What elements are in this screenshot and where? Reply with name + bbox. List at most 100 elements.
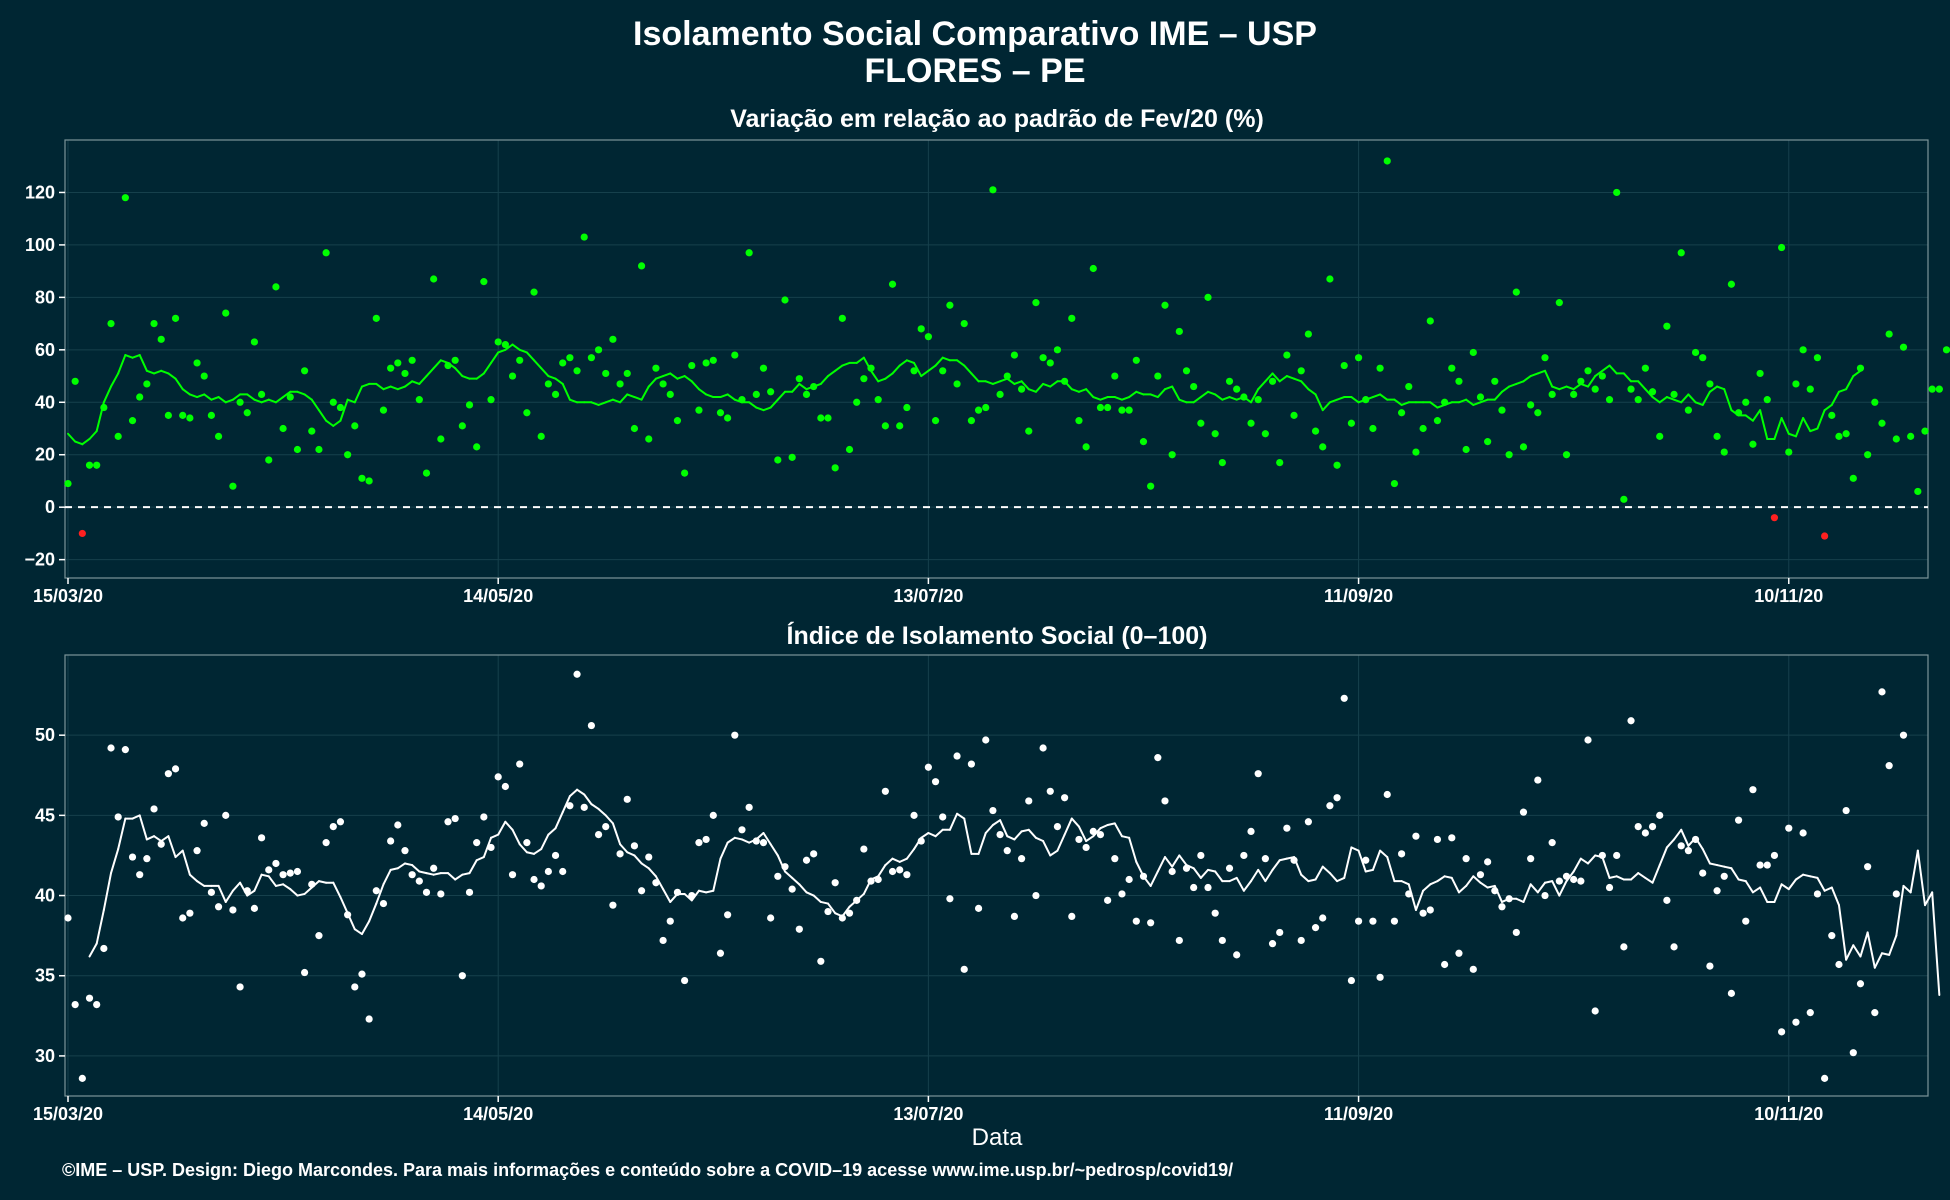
data-point (731, 351, 739, 359)
moving-average-segment (1006, 377, 1016, 385)
moving-average-segment (332, 881, 342, 899)
data-point (394, 359, 402, 367)
moving-average-segment (1163, 856, 1174, 868)
moving-average-segment (117, 817, 127, 851)
data-point (1419, 909, 1427, 917)
moving-average-segment (1852, 369, 1862, 378)
data-point (1297, 936, 1305, 945)
moving-average-segment (798, 382, 808, 391)
moving-average-segment (633, 854, 643, 865)
moving-average-segment (432, 359, 442, 370)
data-point (1161, 301, 1169, 309)
data-point (1003, 847, 1011, 855)
moving-average-segment (468, 859, 478, 875)
moving-average-segment (1809, 427, 1819, 433)
y-tick-label: 60 (35, 340, 55, 360)
moving-average-segment (1465, 875, 1475, 887)
data-point (1656, 432, 1664, 440)
data-point (85, 994, 94, 1002)
data-point (1691, 835, 1700, 844)
data-point (1828, 932, 1836, 940)
data-point (1591, 385, 1599, 393)
data-point (702, 835, 710, 844)
data-point (1182, 367, 1191, 375)
data-point (1190, 883, 1198, 892)
data-point (1154, 372, 1162, 380)
data-point (724, 911, 732, 919)
moving-average-segment (547, 375, 557, 380)
moving-average-segment (382, 868, 392, 886)
moving-average-segment (368, 902, 378, 923)
moving-average-segment (1379, 849, 1389, 859)
data-point (1914, 487, 1922, 496)
data-point (1175, 936, 1183, 945)
moving-average-segment (1759, 409, 1769, 440)
moving-average-segment (1465, 398, 1475, 406)
x-tick-label: 10/11/20 (1754, 586, 1823, 606)
moving-average-segment (1751, 409, 1762, 422)
moving-average-segment (927, 832, 937, 838)
data-point (1405, 890, 1413, 898)
data-point (1010, 351, 1019, 359)
moving-average-segment (905, 848, 916, 860)
data-point (652, 879, 660, 887)
data-point (358, 474, 366, 482)
data-point (136, 871, 144, 879)
data-point (695, 839, 703, 847)
moving-average-segment (360, 382, 371, 388)
data-point (1856, 980, 1865, 988)
moving-average-segment (1214, 870, 1224, 883)
data-point (1821, 532, 1829, 540)
data-point (322, 249, 330, 257)
moving-average-segment (210, 396, 220, 401)
data-point (824, 907, 832, 916)
moving-average-segment (1264, 868, 1274, 883)
moving-average-segment (1486, 884, 1496, 889)
moving-average-segment (274, 883, 285, 887)
data-point (415, 877, 423, 885)
x-tick-label: 13/07/20 (893, 586, 963, 606)
data-point (1441, 960, 1449, 969)
data-point (1017, 385, 1026, 393)
data-point (1570, 390, 1578, 399)
moving-average-segment (260, 873, 270, 878)
moving-average-segment (339, 896, 349, 915)
data-point (1785, 448, 1793, 456)
moving-average-segment (597, 401, 607, 406)
moving-average-segment (1630, 872, 1640, 881)
data-point (508, 871, 517, 879)
data-point (652, 364, 660, 372)
data-point (344, 911, 352, 919)
moving-average-segment (1006, 835, 1016, 841)
data-point (143, 855, 151, 863)
data-point (1835, 432, 1843, 440)
moving-average-segment (88, 430, 98, 440)
moving-average-segment (1737, 878, 1747, 883)
moving-average-segment (712, 857, 722, 892)
moving-average-segment (282, 883, 292, 891)
moving-average-segment (1163, 385, 1174, 391)
data-point (1713, 887, 1721, 895)
data-point (257, 834, 266, 842)
data-point (501, 340, 509, 349)
moving-average-segment (1085, 388, 1095, 399)
data-point (1734, 816, 1743, 824)
data-point (293, 445, 302, 454)
data-point (286, 393, 294, 401)
data-point (1541, 891, 1549, 900)
data-point (960, 965, 968, 973)
moving-average-segment (1228, 876, 1238, 883)
data-point (1390, 479, 1399, 488)
data-point (1455, 377, 1463, 385)
data-point (1311, 924, 1320, 932)
data-point (487, 396, 495, 404)
data-point (150, 319, 158, 328)
data-point (910, 367, 918, 375)
moving-average-segment (1120, 835, 1131, 839)
data-point (401, 369, 409, 378)
data-point (1268, 377, 1277, 385)
data-point (1147, 482, 1155, 490)
moving-average-segment (970, 372, 980, 383)
moving-average-segment (1852, 944, 1862, 958)
data-point (1878, 419, 1886, 427)
